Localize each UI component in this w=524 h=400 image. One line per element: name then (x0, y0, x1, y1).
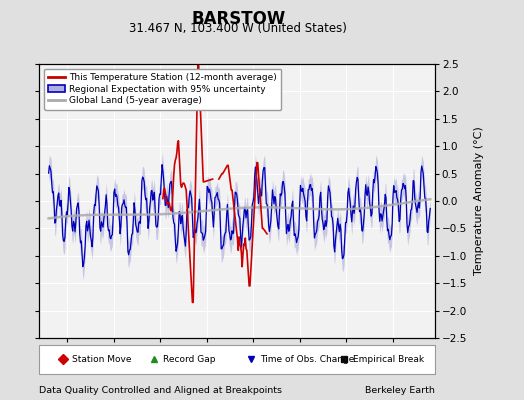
Text: BARSTOW: BARSTOW (191, 10, 286, 28)
FancyBboxPatch shape (39, 345, 435, 374)
Text: Data Quality Controlled and Aligned at Breakpoints: Data Quality Controlled and Aligned at B… (39, 386, 282, 395)
Text: Record Gap: Record Gap (163, 354, 215, 364)
Text: Empirical Break: Empirical Break (353, 354, 424, 364)
Text: Time of Obs. Change: Time of Obs. Change (260, 354, 354, 364)
Text: Berkeley Earth: Berkeley Earth (365, 386, 435, 395)
Legend: This Temperature Station (12-month average), Regional Expectation with 95% uncer: This Temperature Station (12-month avera… (44, 68, 281, 110)
Text: 31.467 N, 103.400 W (United States): 31.467 N, 103.400 W (United States) (129, 22, 347, 35)
Y-axis label: Temperature Anomaly (°C): Temperature Anomaly (°C) (474, 127, 484, 275)
Text: Station Move: Station Move (72, 354, 131, 364)
